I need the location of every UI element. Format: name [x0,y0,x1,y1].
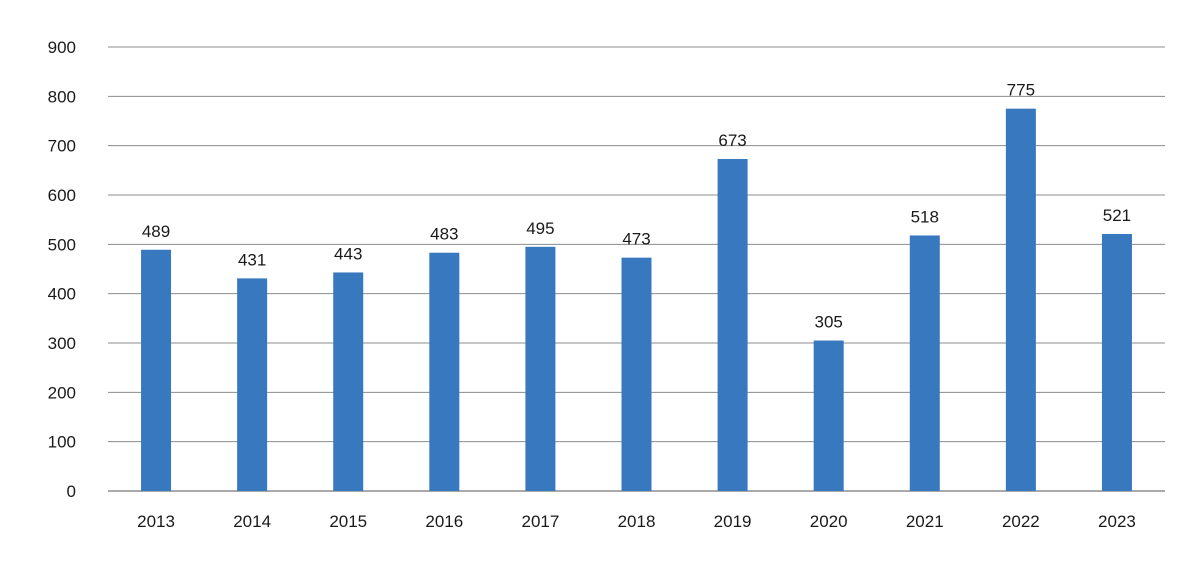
x-tick-label-2020: 2020 [810,512,848,531]
y-tick-label-400: 400 [48,285,76,304]
x-tick-label-2018: 2018 [618,512,656,531]
data-label-2022: 775 [1007,81,1035,100]
data-label-2019: 673 [718,131,746,150]
y-tick-label-600: 600 [48,186,76,205]
bar-2016 [429,252,460,491]
x-tick-label-2019: 2019 [714,512,752,531]
bar-2015 [333,272,364,491]
y-tick-label-300: 300 [48,334,76,353]
bar-2021 [909,235,940,491]
data-label-2018: 473 [622,230,650,249]
y-tick-label-700: 700 [48,137,76,156]
data-label-2015: 443 [334,244,362,263]
y-axis-ticks: 0 100 200 300 400 500 600 700 800 900 [48,38,76,501]
x-tick-label-2015: 2015 [329,512,367,531]
bar-2023 [1101,233,1132,491]
data-label-2014: 431 [238,250,266,269]
bar-2019 [717,158,748,491]
y-tick-label-800: 800 [48,87,76,106]
x-tick-label-2021: 2021 [906,512,944,531]
x-tick-label-2016: 2016 [425,512,463,531]
data-label-2023: 521 [1103,206,1131,225]
data-label-2013: 489 [142,222,170,241]
bars [141,108,1132,492]
bar-2020 [813,340,844,491]
x-tick-label-2013: 2013 [137,512,175,531]
y-tick-label-200: 200 [48,383,76,402]
y-tick-label-900: 900 [48,38,76,57]
data-label-2016: 483 [430,225,458,244]
bar-2013 [141,249,172,491]
bar-2017 [525,246,556,491]
x-tick-label-2017: 2017 [521,512,559,531]
y-tick-label-0: 0 [67,482,76,501]
x-tick-label-2014: 2014 [233,512,271,531]
bar-2018 [621,257,652,491]
y-tick-label-500: 500 [48,235,76,254]
y-tick-label-100: 100 [48,433,76,452]
bar-2014 [237,278,268,491]
data-labels: 489 431 443 483 495 473 673 305 518 775 521 [142,81,1131,332]
x-tick-label-2022: 2022 [1002,512,1040,531]
bar-2022 [1005,108,1036,492]
data-label-2021: 518 [911,207,939,226]
x-tick-label-2023: 2023 [1098,512,1136,531]
data-label-2020: 305 [814,313,842,332]
x-axis-ticks: 2013 2014 2015 2016 2017 2018 2019 2020 2021 2022… [137,512,1136,531]
data-label-2017: 495 [526,219,554,238]
